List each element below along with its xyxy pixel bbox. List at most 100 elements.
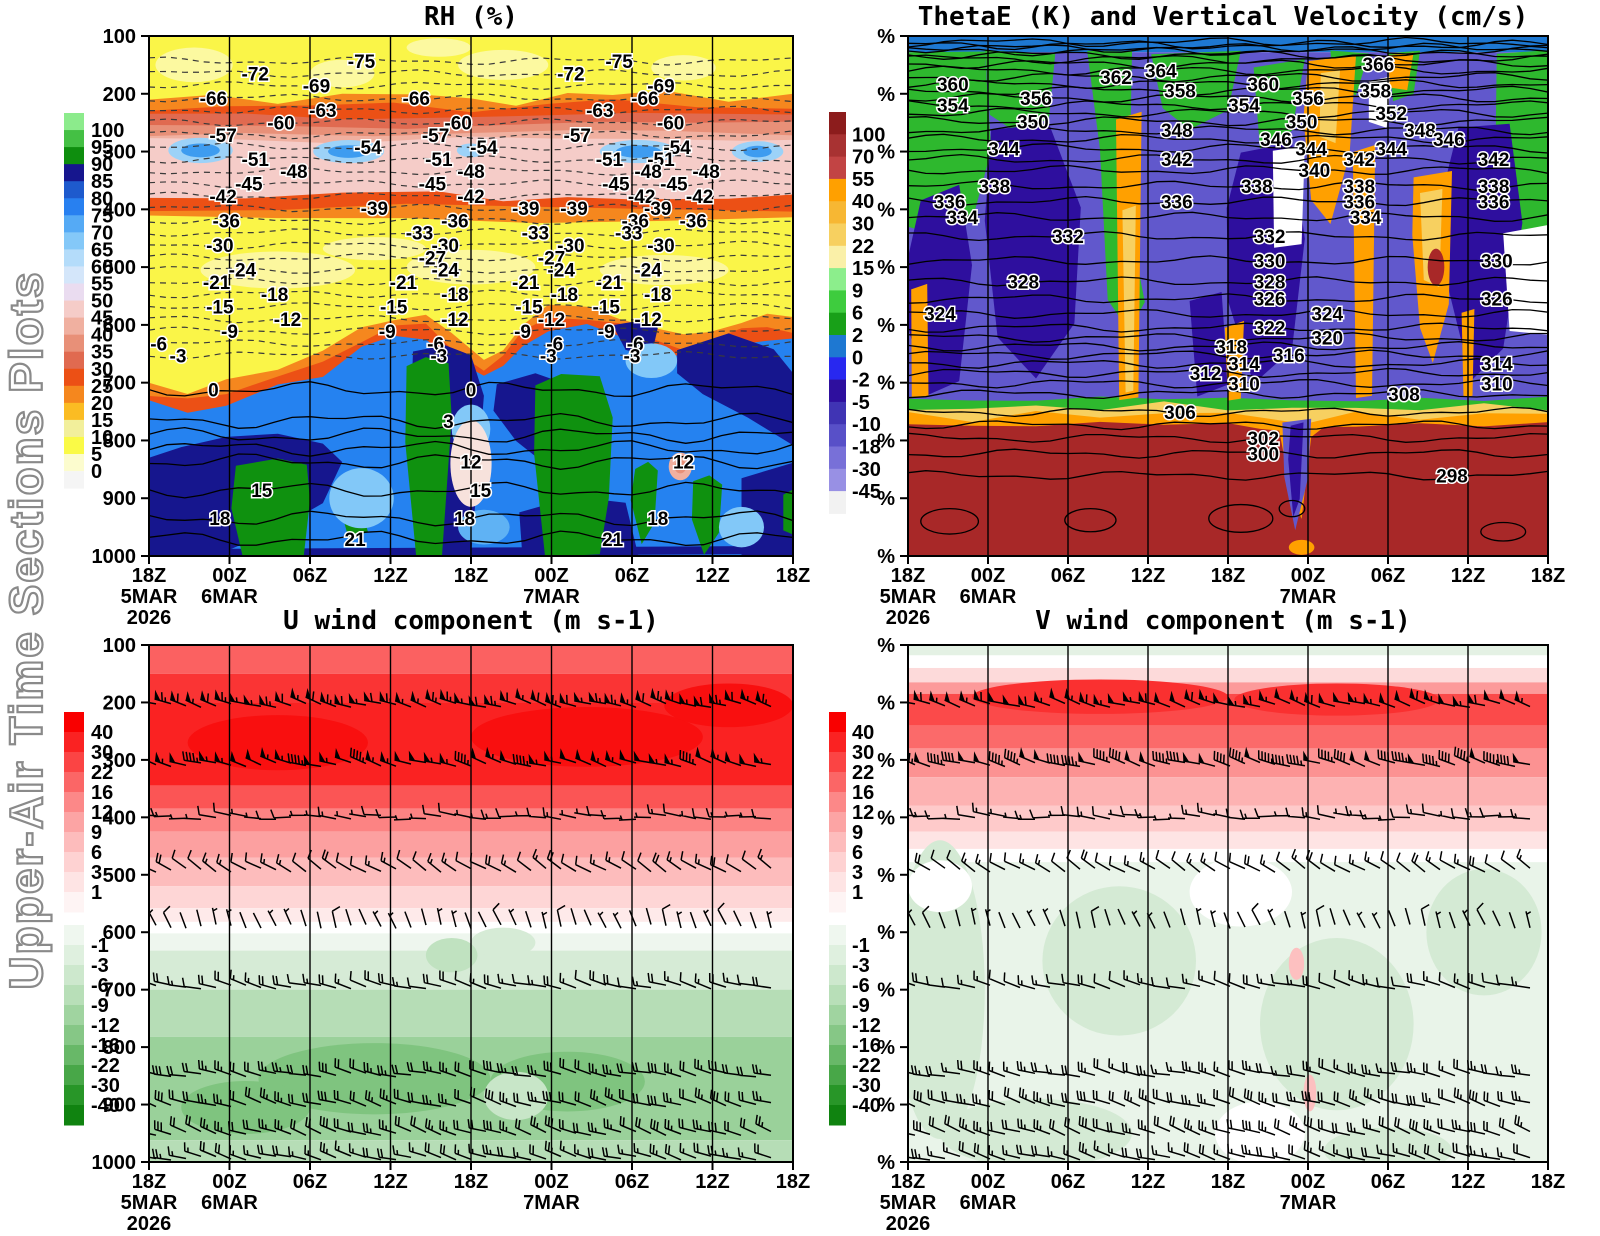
contour-label: 342 xyxy=(1161,150,1193,171)
y-tick-label: 600 xyxy=(103,922,136,944)
y-tick-label: 200 xyxy=(103,692,136,714)
x-tick-label: 06Z xyxy=(1051,565,1085,587)
contour-label: -21 xyxy=(390,273,418,294)
x-tick-label: 2026 xyxy=(886,607,931,629)
colorbar-label: -9 xyxy=(852,995,870,1017)
contour-label: -48 xyxy=(457,162,484,183)
contour-label: 358 xyxy=(1359,82,1391,103)
colorbar-label: 0 xyxy=(91,461,102,483)
colorbar-label: 55 xyxy=(91,274,113,296)
contour-label: -18 xyxy=(644,285,671,306)
colorbar-label: -12 xyxy=(852,1015,881,1037)
x-tick-label: 7MAR xyxy=(523,586,580,608)
colorbar-label: 0 xyxy=(852,347,863,369)
contour-label: -24 xyxy=(634,260,662,281)
contour-label: -15 xyxy=(593,297,621,318)
contour-label: -75 xyxy=(605,52,633,73)
contour-label: 338 xyxy=(1478,177,1510,198)
y-tick-label: 500 xyxy=(103,257,136,279)
x-tick-label: 18Z xyxy=(776,565,810,587)
contour-label: 328 xyxy=(1007,272,1039,293)
contour-label: 348 xyxy=(1161,121,1193,142)
contour-label: 350 xyxy=(1017,112,1049,133)
y-tick-label: 900 xyxy=(103,1095,136,1117)
x-tick-label: 06Z xyxy=(1051,1171,1085,1193)
contour-label: 332 xyxy=(1052,227,1084,248)
contour-label: 350 xyxy=(1286,112,1318,133)
colorbar-label: -22 xyxy=(91,1055,120,1077)
x-tick-label: 18Z xyxy=(454,1171,488,1193)
y-tick-label: 300 xyxy=(103,750,136,772)
x-tick-label: 18Z xyxy=(454,565,488,587)
contour-label: -3 xyxy=(624,346,641,367)
y-tick-label: 1000 xyxy=(92,546,137,568)
contour-label: 330 xyxy=(1254,252,1286,273)
colorbar-label: 30 xyxy=(91,742,113,764)
contour-label: -66 xyxy=(631,89,658,110)
contour-label: -72 xyxy=(557,64,584,85)
colorbar-label: 70 xyxy=(91,222,113,244)
y-tick-label: 800 xyxy=(103,1037,136,1059)
contour-label: 342 xyxy=(1478,150,1510,171)
colorbar-label: -30 xyxy=(852,1075,881,1097)
contour-label: -15 xyxy=(515,297,543,318)
contour-label: -45 xyxy=(602,175,630,196)
colorbar-label: 3 xyxy=(852,862,863,884)
contour-label: 338 xyxy=(1241,177,1273,198)
contour-label: -33 xyxy=(615,224,642,245)
colorbar-label: 1 xyxy=(91,882,102,904)
contour-label: 306 xyxy=(1164,403,1196,424)
x-tick-label: 2026 xyxy=(127,607,172,629)
contour-label: -57 xyxy=(209,126,236,147)
contour-label: 336 xyxy=(934,192,966,213)
contour-label: -21 xyxy=(512,273,540,294)
colorbar-label: 9 xyxy=(852,822,863,844)
colorbar-label: -30 xyxy=(852,459,881,481)
wind-barbs-u xyxy=(149,687,773,1161)
contour-label: 336 xyxy=(1343,192,1375,213)
x-tick-label: 2026 xyxy=(127,1213,172,1235)
x-tick-label: 18Z xyxy=(1531,565,1565,587)
contour-label: 302 xyxy=(1247,429,1279,450)
y-tick-label: 800 xyxy=(103,430,136,452)
y-tick-label: 500 xyxy=(103,865,136,887)
contour-label: -66 xyxy=(200,89,227,110)
contour-label: 310 xyxy=(1481,374,1513,395)
y-tick-label: % xyxy=(877,199,895,221)
x-tick-label: 00Z xyxy=(1291,565,1325,587)
colorbar-label: 5 xyxy=(91,444,102,466)
colorbar-label: 3 xyxy=(91,862,102,884)
y-tick-label: % xyxy=(877,1095,895,1117)
contour-label: -9 xyxy=(379,322,396,343)
contour-label: 336 xyxy=(1161,192,1193,213)
contour-label: -63 xyxy=(309,101,336,122)
contour-label: 356 xyxy=(1292,89,1324,110)
contour-label: -63 xyxy=(586,101,613,122)
y-tick-label: % xyxy=(877,692,895,714)
contour-label: -48 xyxy=(634,162,661,183)
contour-label: 344 xyxy=(988,139,1020,160)
x-tick-label: 12Z xyxy=(1451,565,1485,587)
y-tick-label: 600 xyxy=(103,315,136,337)
colorbar-label: 100 xyxy=(91,120,124,142)
contour-label: 360 xyxy=(937,75,969,96)
contour-label: 12 xyxy=(460,452,481,473)
x-tick-label: 06Z xyxy=(293,1171,327,1193)
contour-label: -3 xyxy=(170,346,187,367)
colorbar-label: -30 xyxy=(91,1075,120,1097)
x-tick-label: 7MAR xyxy=(1280,586,1337,608)
contour-label: -6 xyxy=(627,334,644,355)
contour-label: 360 xyxy=(1247,75,1279,96)
y-tick-label: 300 xyxy=(103,142,136,164)
x-tick-label: 00Z xyxy=(212,1171,246,1193)
contour-label: 12 xyxy=(673,452,694,473)
colorbar-label: 6 xyxy=(852,842,863,864)
contour-label: -60 xyxy=(444,113,471,134)
colorbar-label: 15 xyxy=(852,258,874,280)
contour-label: -6 xyxy=(427,334,444,355)
contour-label: 342 xyxy=(1343,150,1375,171)
